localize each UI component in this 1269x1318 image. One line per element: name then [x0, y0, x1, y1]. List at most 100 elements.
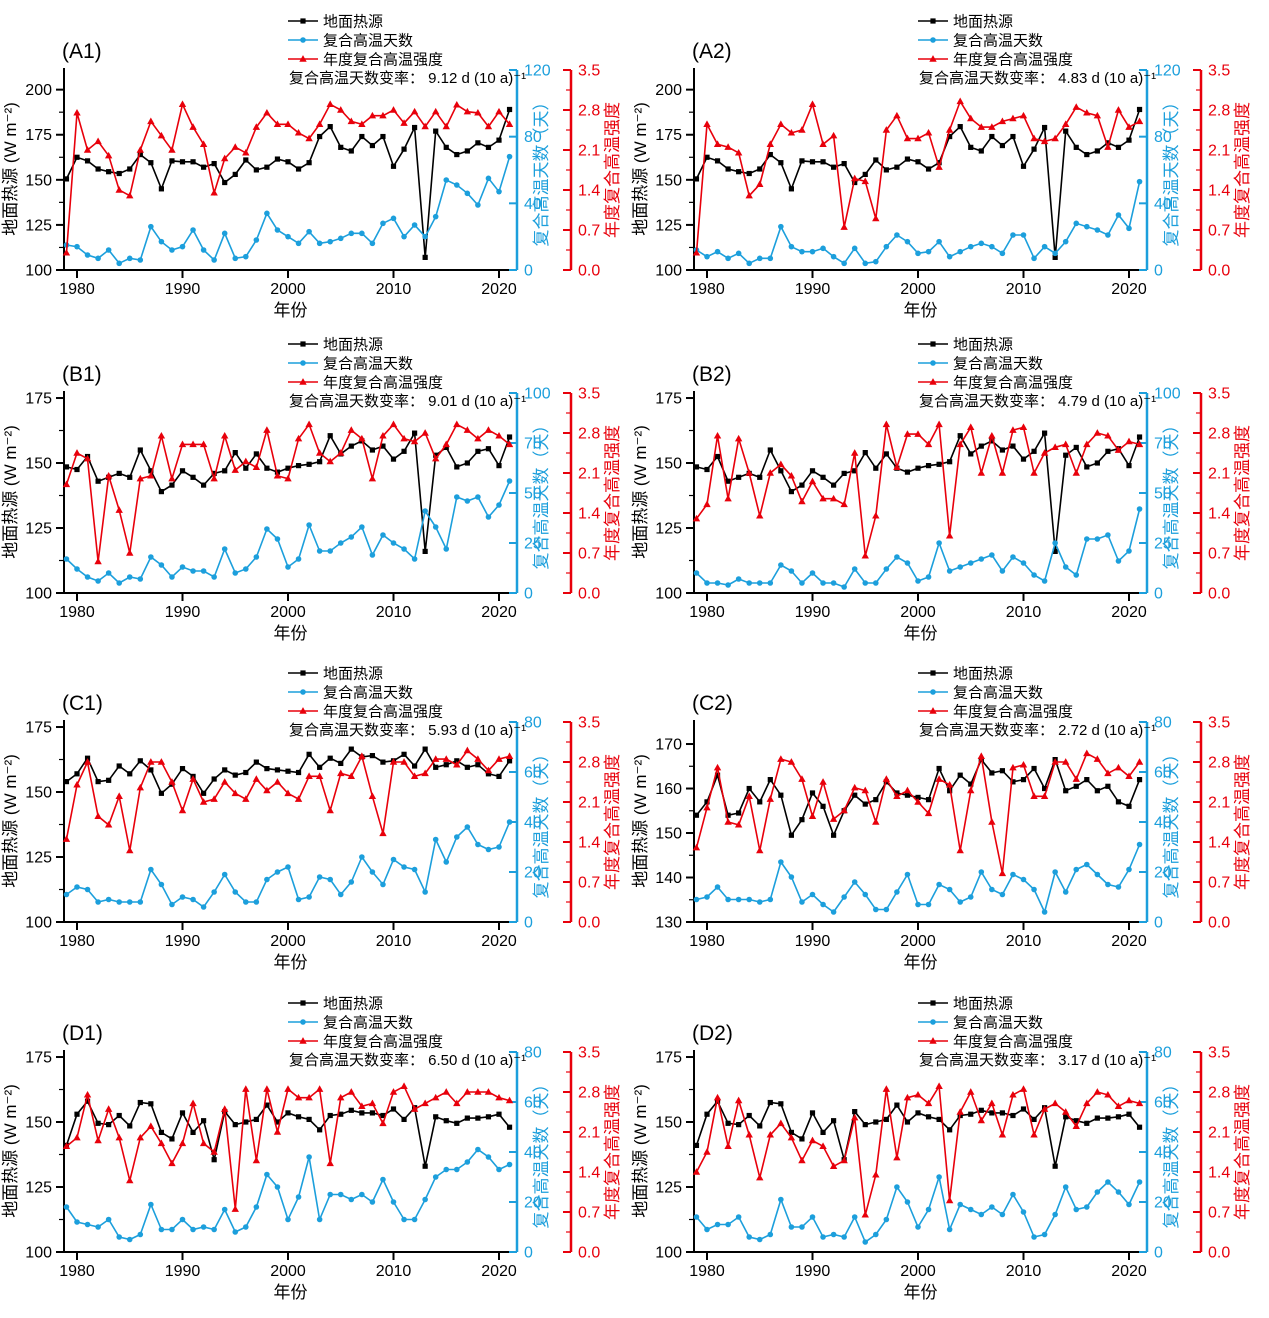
data-point-circle [714, 248, 721, 255]
data-point-square [936, 765, 942, 772]
data-point-square [158, 1129, 164, 1136]
data-point-triangle [136, 146, 144, 153]
data-point-circle [369, 552, 376, 558]
data-point-square [454, 1120, 460, 1126]
data-point-square [338, 1111, 344, 1117]
legend-intensity-label: 年度复合高温强度 [323, 1033, 443, 1051]
data-point-square [148, 160, 154, 166]
data-point-triangle [967, 1088, 975, 1095]
red-tick-label: 0.7 [578, 223, 600, 240]
red-tick-label: 3.5 [1208, 1045, 1230, 1062]
panel-label-C2: (C2) [692, 692, 733, 715]
data-point-triangle [505, 440, 514, 448]
data-point-circle [693, 1214, 700, 1220]
data-point-square [222, 767, 228, 773]
legend-heat-source: 地面热源 [918, 996, 1013, 1013]
y-blue-axis-title: 复合高温天数（天） [532, 1076, 551, 1229]
panel-B1: 100 125 150 175 1980 1990 2000 2010 2020 0 25 50 75 1… [0, 323, 639, 659]
data-point-triangle [168, 474, 176, 482]
data-point-square [243, 1119, 249, 1125]
data-point-circle [1105, 881, 1111, 888]
data-point-square [179, 1110, 186, 1116]
data-point-circle [851, 879, 858, 885]
data-point-circle [137, 899, 144, 905]
data-point-square [1073, 444, 1079, 451]
data-point-circle [337, 235, 344, 242]
data-point-triangle [73, 108, 81, 116]
data-point-triangle [977, 123, 985, 130]
data-point-circle [84, 574, 91, 580]
legend-intensity: 年度复合高温强度 [288, 374, 443, 392]
data-point-triangle [766, 140, 774, 147]
data-point-triangle [756, 1173, 764, 1181]
data-point-square [999, 447, 1005, 453]
left-tick-label: 125 [25, 521, 52, 538]
data-point-triangle [872, 818, 880, 825]
data-point-circle [380, 220, 386, 227]
y-red-axis-title: 年度复合高温强度 [603, 754, 622, 890]
y-red-axis-title: 年度复合高温强度 [1233, 102, 1252, 238]
red-tick-label: 3.5 [1208, 63, 1230, 80]
data-point-circle [454, 1166, 460, 1173]
data-point-triangle [484, 426, 493, 433]
red-tick-label: 2.1 [1208, 1125, 1230, 1142]
data-point-triangle [126, 191, 134, 199]
data-point-circle [788, 568, 795, 574]
chart-D1: 100 125 150 175 1980 1990 2000 2010 2020 0 20 40 60 8… [1, 996, 622, 1303]
data-point-circle [74, 884, 80, 890]
data-point-circle [126, 255, 133, 262]
data-point-circle [936, 540, 942, 546]
data-point-square [169, 158, 175, 164]
data-point-triangle [819, 140, 827, 147]
data-point-triangle [924, 128, 933, 136]
red-tick-label: 3.5 [578, 1045, 600, 1062]
data-point-square [317, 459, 323, 465]
data-point-circle [169, 1226, 175, 1233]
data-point-square [852, 179, 858, 186]
panel-label-A1: (A1) [62, 40, 102, 63]
x-tick-label: 1980 [689, 604, 725, 621]
data-point-square [327, 1112, 333, 1119]
blue-tick-label: 40 [524, 815, 542, 832]
data-point-square [84, 158, 91, 164]
data-point-square [862, 171, 868, 178]
left-tick-label: 175 [655, 391, 682, 408]
data-point-square [264, 1102, 270, 1108]
y-blue-axis-title: 复合高温天数（天） [1162, 417, 1181, 570]
data-point-square [169, 1136, 175, 1142]
data-point-circle [179, 1216, 186, 1223]
data-point-circle [714, 884, 721, 890]
data-point-square [746, 1112, 752, 1119]
data-point-square [693, 1142, 700, 1149]
data-point-triangle [1114, 763, 1123, 771]
data-point-square [757, 166, 763, 172]
red-tick-label: 3.5 [1208, 386, 1230, 403]
data-point-circle [894, 232, 900, 238]
data-point-square [201, 482, 207, 488]
data-point-triangle [1019, 760, 1028, 768]
data-point-circle [746, 580, 752, 586]
data-point-square [63, 779, 70, 785]
data-point-triangle [168, 778, 176, 785]
data-point-square [401, 448, 407, 454]
data-point-square [253, 759, 259, 765]
data-point-circle [306, 894, 312, 900]
data-point-square [338, 144, 344, 150]
data-point-circle [767, 580, 774, 586]
data-point-triangle [840, 500, 848, 508]
data-point-triangle [1083, 440, 1091, 448]
legend-hot-days-label: 复合高温天数 [323, 32, 413, 50]
data-point-circle [116, 899, 122, 905]
red-tick-label: 1.4 [1208, 506, 1230, 523]
data-point-circle [190, 1226, 196, 1233]
data-point-square [915, 794, 921, 801]
data-point-square [137, 151, 143, 158]
data-point-triangle [1114, 106, 1123, 113]
data-point-circle [1020, 232, 1027, 238]
data-point-triangle [777, 1119, 785, 1127]
data-point-square [809, 790, 816, 796]
data-point-triangle [692, 843, 701, 851]
data-point-square [757, 1123, 763, 1129]
data-point-square [1136, 1124, 1143, 1130]
